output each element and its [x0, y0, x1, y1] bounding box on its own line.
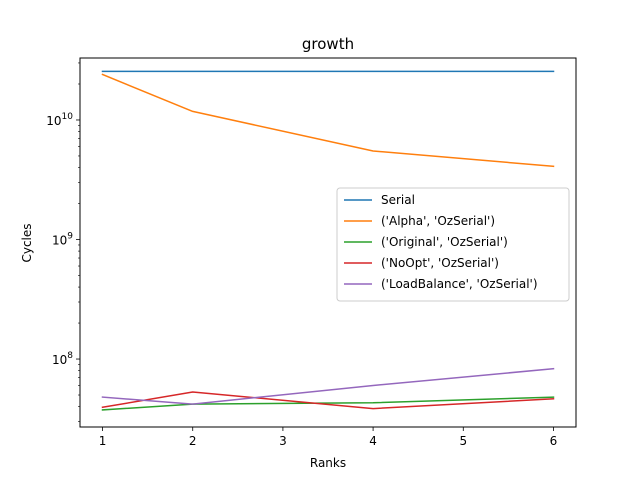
x-tick-label: 5	[459, 434, 467, 448]
legend-entry: ('LoadBalance', 'OzSerial')	[381, 277, 538, 291]
series-line-4	[101, 367, 555, 405]
legend-entry: ('Original', 'OzSerial')	[381, 235, 508, 249]
x-tick-label: 1	[99, 434, 107, 448]
series-line-2	[101, 396, 555, 411]
x-tick-label: 6	[550, 434, 558, 448]
x-tick-label: 3	[279, 434, 287, 448]
plot-frame	[79, 57, 577, 428]
legend-entry: ('NoOpt', 'OzSerial')	[381, 256, 499, 270]
x-tick-label: 4	[369, 434, 377, 448]
x-tick-label: 2	[189, 434, 197, 448]
series-line-1	[101, 73, 555, 168]
legend-entry: Serial	[381, 193, 415, 207]
legend-entry: ('Alpha', 'OzSerial')	[381, 214, 495, 228]
series-line-3	[101, 391, 555, 410]
chart-title: growth	[302, 35, 354, 53]
series-layer	[101, 70, 555, 411]
y-tick-label: 1010	[46, 112, 73, 128]
y-tick-label: 109	[52, 232, 73, 248]
x-axis-label: Ranks	[310, 456, 346, 470]
y-tick-label: 108	[52, 351, 73, 367]
legend: Serial ('Alpha', 'OzSerial') ('Original', …	[336, 187, 570, 302]
legend-box	[336, 187, 570, 302]
y-axis-label: Cycles	[20, 223, 34, 262]
